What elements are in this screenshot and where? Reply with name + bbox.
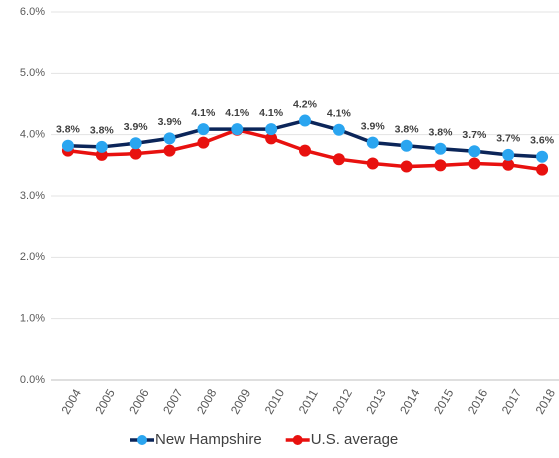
x-tick-label: 2016 <box>465 386 491 416</box>
data-point <box>502 158 515 171</box>
x-tick-label: 2011 <box>296 387 321 417</box>
data-point <box>197 136 210 149</box>
data-point <box>231 123 244 136</box>
x-tick-label: 2017 <box>499 386 525 416</box>
x-tick-label: 2004 <box>58 386 84 416</box>
data-point <box>163 144 176 157</box>
x-tick-label: 2010 <box>262 386 288 416</box>
data-point <box>265 123 278 136</box>
data-point <box>366 157 379 170</box>
data-label: 4.2% <box>293 98 318 110</box>
data-label: 3.7% <box>462 129 487 141</box>
data-point <box>536 163 549 176</box>
data-label: 4.1% <box>327 108 352 120</box>
data-label: 3.8% <box>395 123 420 135</box>
legend-label: New Hampshire <box>155 431 262 448</box>
x-tick-label: 2012 <box>329 386 355 416</box>
x-tick-label: 2005 <box>92 386 118 416</box>
legend-marker <box>292 435 303 445</box>
data-point <box>536 150 549 163</box>
data-point <box>299 144 311 157</box>
data-point <box>400 160 413 173</box>
data-point <box>468 145 481 158</box>
data-point <box>332 153 345 166</box>
data-point <box>366 136 379 149</box>
data-label: 3.8% <box>90 125 115 137</box>
data-point <box>129 137 142 150</box>
y-tick-label: 1.0% <box>20 313 45 325</box>
y-tick-label: 3.0% <box>20 190 45 202</box>
data-label: 4.1% <box>225 107 250 119</box>
data-label: 3.7% <box>496 133 521 145</box>
data-label: 3.8% <box>56 123 81 135</box>
data-label: 4.1% <box>259 107 284 119</box>
data-point <box>197 123 210 136</box>
data-label: 3.6% <box>530 135 555 147</box>
data-point <box>400 139 413 152</box>
x-tick-label: 2013 <box>363 386 389 416</box>
y-tick-label: 0.0% <box>20 374 45 386</box>
x-tick-label: 2014 <box>397 386 423 416</box>
data-label: 3.9% <box>361 120 386 132</box>
data-point <box>434 159 447 172</box>
x-tick-label: 2018 <box>533 386 559 416</box>
x-tick-label: 2008 <box>194 386 220 416</box>
data-point <box>332 123 345 136</box>
data-label: 3.8% <box>428 127 453 139</box>
data-point <box>95 140 108 153</box>
data-point <box>265 132 278 145</box>
data-point <box>434 142 447 155</box>
y-tick-label: 4.0% <box>20 129 45 141</box>
x-tick-label: 2007 <box>160 386 186 416</box>
data-point <box>163 132 176 145</box>
data-point <box>61 139 74 152</box>
x-tick-label: 2015 <box>431 386 457 416</box>
data-label: 4.1% <box>191 107 216 119</box>
y-tick-label: 6.0% <box>20 6 45 18</box>
legend-label: U.S. average <box>311 431 399 448</box>
data-point <box>468 157 481 170</box>
data-point <box>129 147 142 160</box>
x-tick-label: 2006 <box>126 386 152 416</box>
data-label: 3.9% <box>124 121 149 133</box>
y-tick-label: 5.0% <box>20 67 45 79</box>
x-tick-label: 2009 <box>228 386 254 416</box>
legend-marker <box>137 435 147 445</box>
y-tick-label: 2.0% <box>20 251 45 263</box>
data-point <box>502 148 515 161</box>
data-point <box>299 114 311 127</box>
data-label: 3.9% <box>158 116 183 128</box>
